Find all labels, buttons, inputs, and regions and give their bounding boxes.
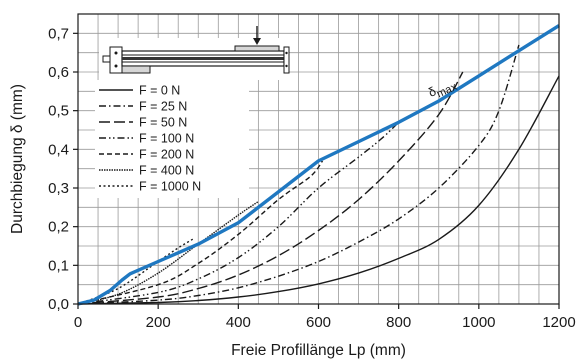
- y-tick-label: 0,5: [48, 103, 69, 120]
- max-deflection-annotation: δmax: [426, 75, 459, 103]
- y-tick-label: 0,1: [48, 257, 69, 274]
- y-tick-label: 0,7: [48, 25, 69, 42]
- x-tick-label: 400: [226, 314, 251, 331]
- x-tick-label: 200: [146, 314, 171, 331]
- series-line: [77, 160, 324, 305]
- y-tick-label: 0,3: [48, 180, 69, 197]
- y-tick-label: 0,6: [48, 64, 69, 81]
- force-arrow-icon: [253, 38, 261, 45]
- series-line: [77, 44, 520, 305]
- x-tick-label: 1200: [542, 314, 575, 331]
- series-line: [77, 71, 464, 305]
- max-deflection-line: [77, 24, 560, 306]
- x-tick-label: 1000: [462, 314, 495, 331]
- series-line: [77, 75, 560, 305]
- profile-diagram: [99, 26, 290, 80]
- series-line: [77, 200, 259, 305]
- legend-label: F = 25 N: [139, 100, 187, 114]
- legend-label: F = 400 N: [139, 164, 194, 178]
- load-carriage: [234, 45, 280, 52]
- y-tick-label: 0,4: [48, 141, 69, 158]
- legend-label: F = 200 N: [139, 148, 194, 162]
- series-curves: [77, 44, 560, 305]
- legend-label: F = 0 N: [139, 84, 180, 98]
- legend: F = 0 N F = 25 N F = 50 N F = 100 N F = 200 …: [95, 80, 249, 198]
- legend-label: F = 1000 N: [139, 180, 201, 194]
- y-axis-title: Durchbiegung δ (mm): [9, 84, 26, 234]
- mount-block-left: [109, 46, 123, 74]
- series-line: [77, 121, 400, 305]
- screw-left-top: [114, 51, 118, 55]
- x-tick-label: 0: [74, 314, 82, 331]
- legend-label: F = 100 N: [139, 132, 194, 146]
- x-tick-label: 800: [386, 314, 411, 331]
- screw-right-top: [285, 51, 288, 55]
- axis-ticks: 0 200 400 600 800 1000 1200 0,0 0,1 0,2 0,3 0,4 0,5 0…: [48, 25, 576, 331]
- legend-background: [95, 80, 249, 198]
- legend-label: F = 50 N: [139, 116, 187, 130]
- screw-right-bottom: [285, 64, 288, 68]
- screw-left-bottom: [114, 64, 118, 68]
- x-axis-title: Freie Profillänge Lp (mm): [231, 342, 406, 359]
- profile-rail: [122, 57, 284, 60]
- y-tick-label: 0,0: [48, 296, 69, 313]
- x-tick-label: 600: [306, 314, 331, 331]
- support-foot: [121, 65, 151, 74]
- end-cap-left: [102, 55, 111, 63]
- mount-block-right: [283, 46, 290, 74]
- y-tick-label: 0,2: [48, 219, 69, 236]
